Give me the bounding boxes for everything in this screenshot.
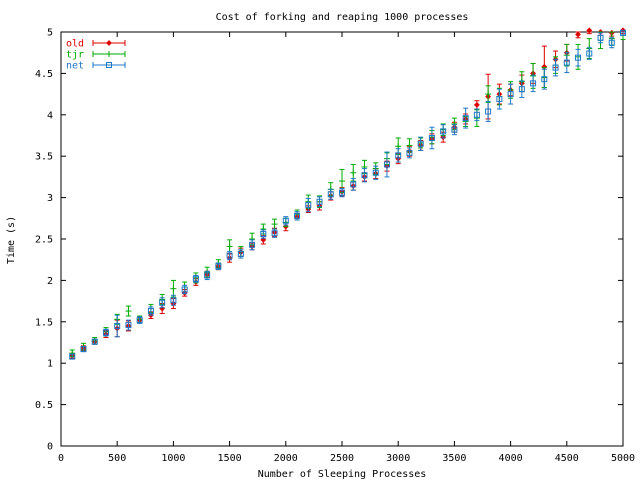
y-tick-label: 0 (47, 442, 53, 453)
x-tick-label: 3000 (386, 453, 410, 464)
net-point (395, 152, 402, 159)
y-tick-label: 5 (47, 28, 53, 39)
net-point (597, 34, 604, 41)
legend-marker-old (106, 40, 112, 46)
y-tick-label: 2 (47, 276, 53, 287)
y-tick-label: 0.5 (35, 400, 53, 411)
net-point (114, 322, 121, 329)
x-tick-label: 2500 (330, 453, 354, 464)
plot-frame (60, 31, 624, 447)
net-point (530, 80, 537, 87)
net-point (552, 64, 559, 71)
net-point (305, 202, 312, 209)
net-point (181, 286, 188, 293)
tjr-point (350, 169, 357, 176)
x-axis-label: Number of Sleeping Processes (258, 469, 427, 480)
net-point (339, 189, 345, 196)
net-point (226, 252, 233, 259)
net-point (496, 96, 503, 103)
legend-label-tjr: tjr (66, 50, 84, 61)
y-tick-label: 3.5 (35, 152, 53, 163)
x-tick-label: 1000 (161, 453, 185, 464)
y-tick-label: 2.5 (35, 235, 53, 246)
net-point (170, 297, 177, 304)
x-tick-label: 4000 (499, 453, 523, 464)
tjr-point (485, 91, 492, 98)
legend-marker-net (106, 62, 112, 68)
net-point (215, 263, 222, 270)
net-point (294, 212, 301, 219)
tjr-point (271, 221, 278, 228)
net-point (327, 191, 334, 198)
net-point (136, 317, 143, 324)
net-point (608, 39, 615, 46)
x-tick-label: 500 (108, 453, 126, 464)
net-point (383, 161, 390, 168)
legend-marker-tjr (106, 51, 112, 57)
net-point (102, 329, 109, 336)
net-point (485, 108, 492, 115)
net-point (575, 54, 582, 61)
net-point (204, 272, 211, 279)
y-tick-label: 3 (47, 193, 53, 204)
net-point (451, 126, 458, 133)
net-point (361, 172, 368, 179)
net-point (125, 322, 132, 329)
net-point (159, 299, 166, 306)
net-point (428, 134, 435, 141)
x-tick-label: 3500 (442, 453, 466, 464)
net-point (462, 115, 469, 122)
net-point (417, 140, 424, 147)
chart-title: Cost of forking and reaping 1000 process… (216, 12, 469, 23)
x-tick-label: 0 (58, 453, 64, 464)
legend-label-net: net (66, 61, 84, 72)
tjr-point (226, 243, 233, 250)
net-point (406, 149, 413, 156)
net-point (586, 50, 593, 57)
net-point (80, 346, 87, 353)
old-point (575, 31, 581, 38)
series-tjr (69, 31, 626, 358)
x-tick-label: 4500 (555, 453, 579, 464)
net-point (563, 59, 570, 66)
y-tick-label: 4 (47, 110, 53, 121)
y-tick-label: 1.5 (35, 317, 53, 328)
net-point (249, 241, 256, 248)
tjr-point (339, 178, 345, 185)
net-point (440, 128, 447, 135)
axes-ticks: 0 500 1000 1500 2000 2500 3000 3500 4000 4500 5000… (35, 28, 635, 465)
data-series (69, 27, 626, 360)
old-point (586, 27, 593, 34)
net-point (372, 169, 379, 176)
net-point (473, 111, 480, 118)
tjr-point (125, 308, 132, 315)
x-tick-label: 2000 (274, 453, 298, 464)
y-axis-label: Time (s) (6, 216, 17, 264)
net-point (518, 86, 525, 93)
net-point (271, 230, 278, 237)
old-point (473, 101, 480, 108)
net-point (192, 275, 199, 282)
net-point (260, 231, 267, 238)
net-point (282, 217, 289, 224)
net-point (316, 198, 323, 205)
net-point (237, 250, 244, 257)
net-point (147, 308, 154, 315)
net-point (541, 76, 548, 83)
y-tick-label: 1 (47, 359, 53, 370)
net-point (620, 29, 626, 36)
series-net (69, 29, 626, 360)
net-point (69, 353, 76, 360)
x-tick-label: 5000 (611, 453, 635, 464)
tjr-point (170, 285, 177, 292)
x-tick-label: 1500 (218, 453, 242, 464)
legend-label-old: old (66, 39, 84, 50)
net-point (91, 338, 98, 345)
net-point (507, 91, 514, 98)
y-tick-label: 4.5 (35, 69, 53, 80)
net-point (350, 181, 357, 188)
